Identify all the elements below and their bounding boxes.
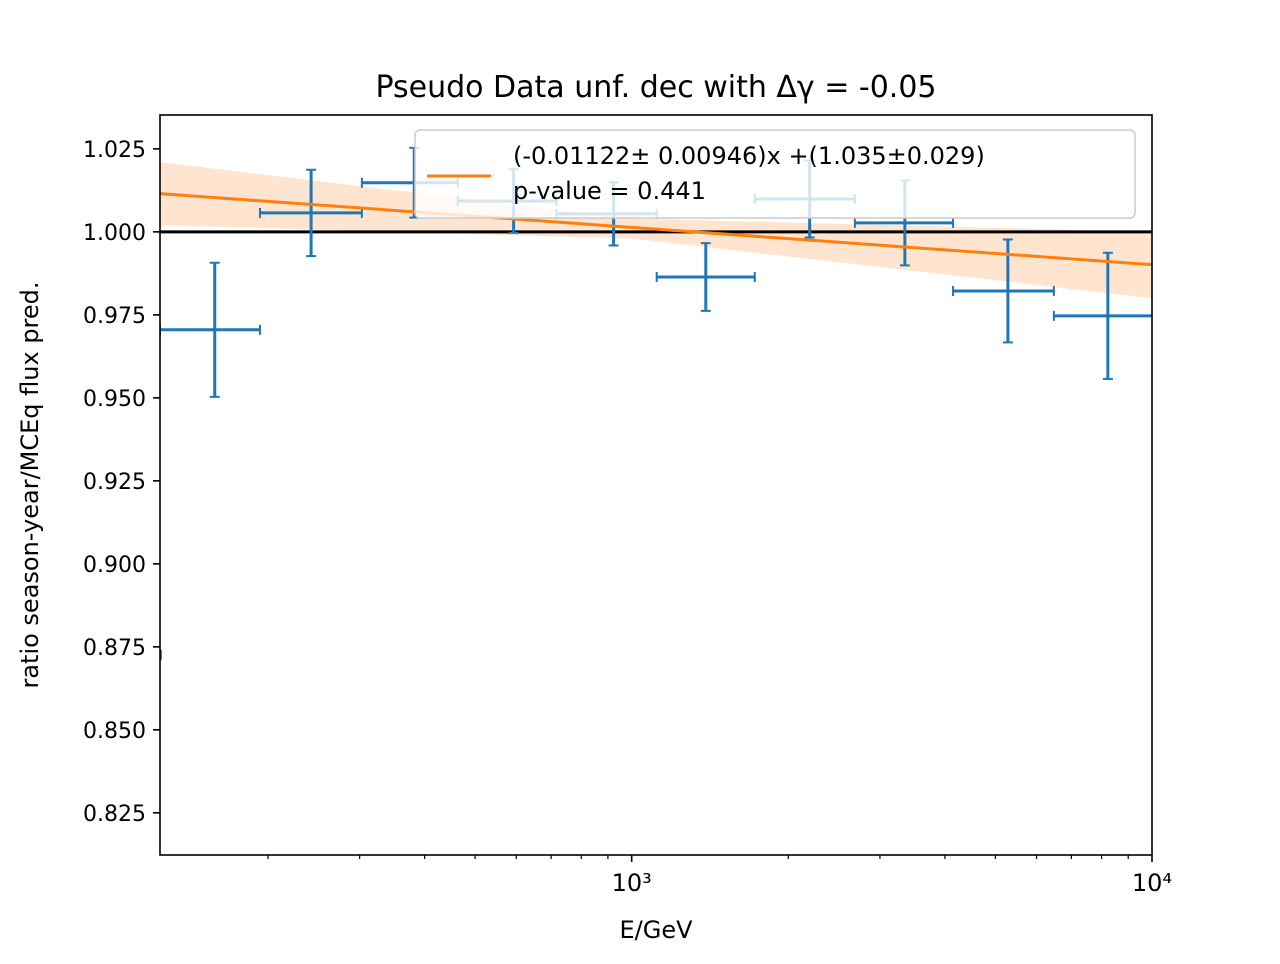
y-tick-label: 0.875	[83, 636, 146, 661]
error-bar	[952, 238, 1055, 344]
plot-area	[160, 146, 1152, 660]
y-axis-label: ratio season-year/MCEq flux pred.	[16, 281, 44, 688]
y-tick-label: 0.975	[83, 304, 146, 329]
chart-title: Pseudo Data unf. dec with Δγ = -0.05	[375, 70, 936, 105]
y-tick-label: 0.900	[83, 553, 146, 578]
error-bar	[655, 242, 756, 312]
axes-frame	[159, 114, 1153, 856]
x-tick-label: 10⁴	[1132, 869, 1172, 897]
y-tick-label: 0.825	[83, 802, 146, 827]
fit-line	[160, 192, 1152, 267]
x-axis-label: E/GeV	[619, 916, 693, 944]
y-tick-label: 0.950	[83, 387, 146, 412]
error-bar	[160, 261, 261, 398]
error-bar	[258, 168, 363, 258]
y-tick-label: 1.000	[83, 221, 146, 246]
y-tick-label: 0.850	[83, 719, 146, 744]
legend-label: (-0.01122± 0.00946)x +(1.035±0.029)	[513, 142, 985, 170]
legend: (-0.01122± 0.00946)x +(1.035±0.029) p-va…	[414, 129, 1136, 219]
error-bar	[160, 649, 162, 660]
y-tick-label: 1.025	[83, 138, 146, 163]
x-tick-label: 10³	[612, 869, 652, 897]
error-bar	[1052, 251, 1152, 380]
y-tick-label: 0.925	[83, 470, 146, 495]
legend-label: p-value = 0.441	[513, 177, 706, 205]
legend-box	[414, 129, 1136, 219]
